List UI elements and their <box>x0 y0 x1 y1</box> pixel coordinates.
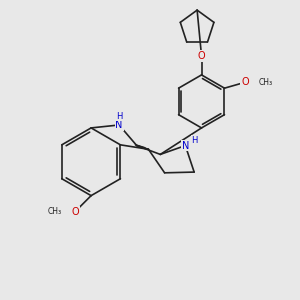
Text: O: O <box>198 51 205 61</box>
Text: CH₃: CH₃ <box>258 78 272 87</box>
Text: H: H <box>192 136 198 145</box>
Text: O: O <box>71 207 79 217</box>
Text: N: N <box>182 141 189 151</box>
Text: O: O <box>241 77 249 87</box>
Text: CH₃: CH₃ <box>47 207 62 216</box>
Text: N: N <box>116 120 123 130</box>
Text: H: H <box>116 112 122 121</box>
